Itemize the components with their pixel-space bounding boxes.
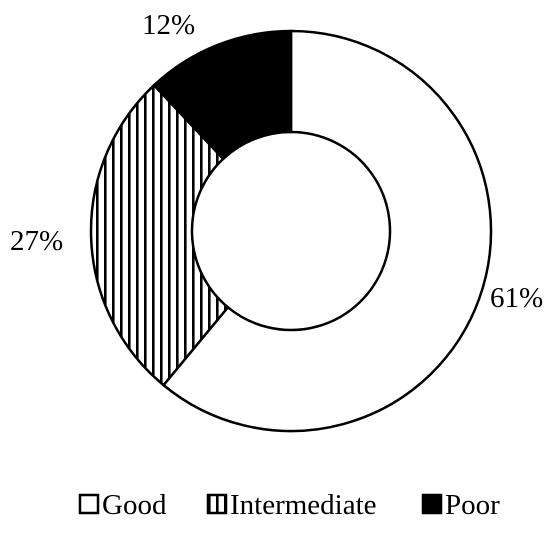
legend-swatch-poor [421, 493, 443, 515]
legend-label-poor: Poor [445, 489, 500, 521]
slice-intermediate [89, 83, 230, 387]
slice-poor [152, 29, 293, 161]
legend-swatch-intermediate [206, 493, 228, 515]
legend-swatch-good [78, 493, 100, 515]
legend: Good Intermediate Poor [78, 489, 500, 521]
legend-label-good: Good [102, 489, 167, 521]
value-labels-group: 61% 27% 12% [10, 9, 543, 314]
slice-good [161, 29, 493, 433]
value-label-good: 61% [490, 282, 543, 314]
legend-label-intermediate: Intermediate [230, 489, 377, 521]
value-label-poor: 12% [142, 9, 195, 41]
slices-group [89, 29, 493, 433]
value-label-intermediate: 27% [10, 225, 63, 257]
